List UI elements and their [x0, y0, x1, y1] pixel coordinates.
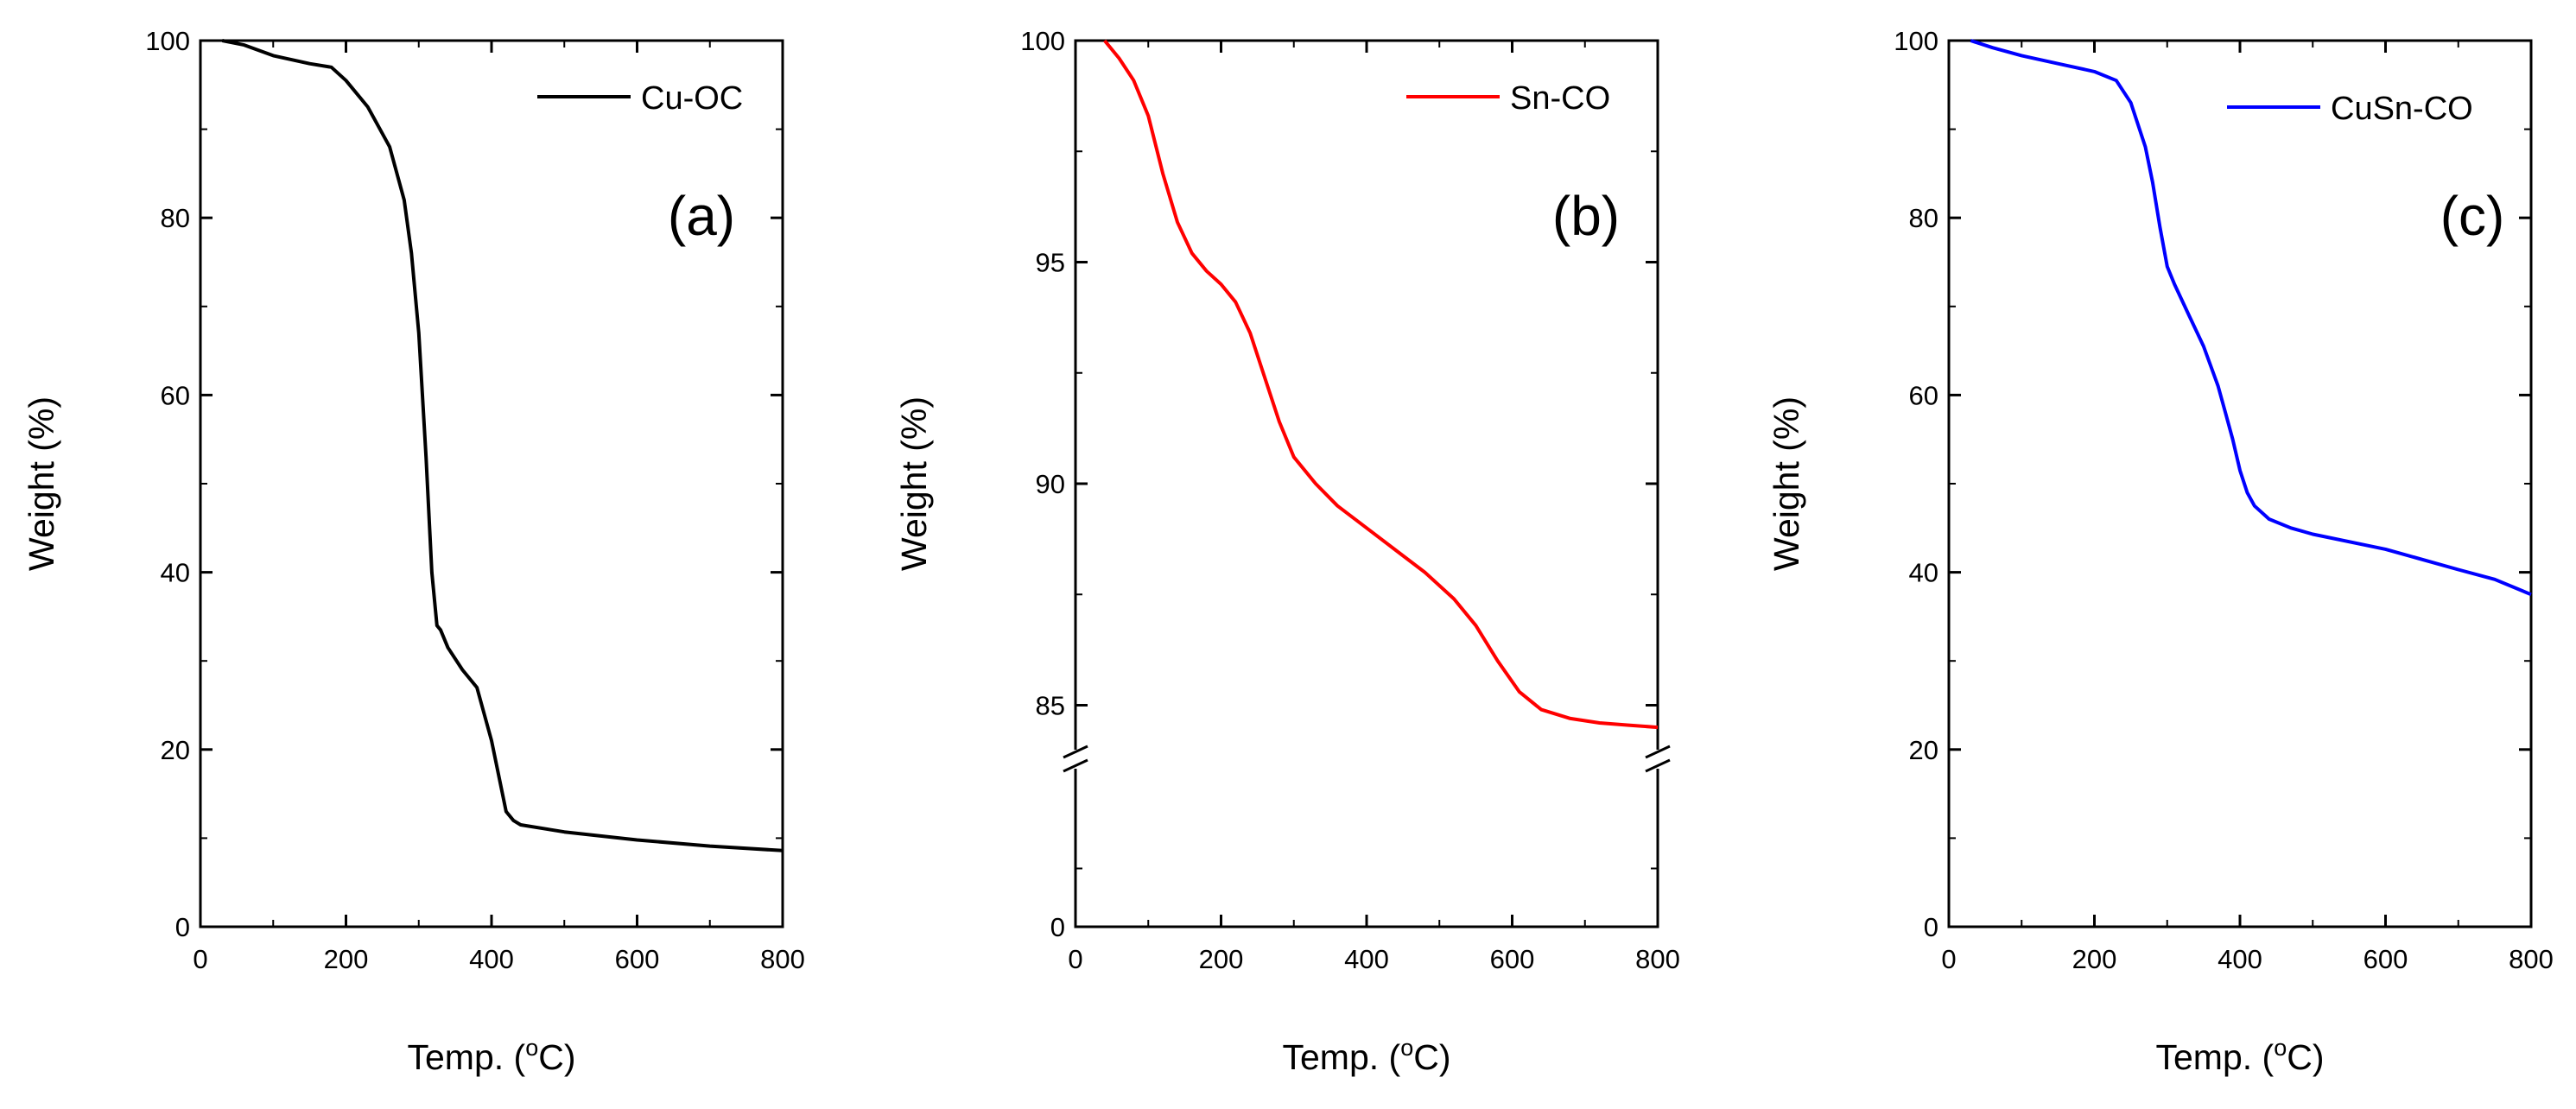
y-tick-labels: 0 20 40 60 80 100 — [145, 26, 190, 942]
panel-label: (c) — [2440, 185, 2505, 247]
legend-label: CuSn-CO — [2331, 91, 2473, 127]
x-tick-label: 0 — [1941, 944, 1956, 974]
axis-break-mark — [1063, 758, 1088, 773]
panel-label: (a) — [668, 185, 735, 247]
x-tick-label: 600 — [2363, 944, 2408, 974]
x-tick-label: 800 — [2509, 944, 2554, 974]
tick-marks — [199, 39, 784, 928]
x-tick-labels: 0 200 400 600 800 — [1068, 944, 1679, 974]
y-tick-label: 80 — [161, 203, 190, 233]
x-tick-label: 400 — [2218, 944, 2262, 974]
x-axis-title: Temp. (oC) — [1283, 1035, 1451, 1077]
tick-marks — [1074, 39, 1659, 928]
x-axis-title: Temp. (oC) — [408, 1035, 576, 1077]
x-tick-label: 600 — [615, 944, 660, 974]
y-tick-label: 40 — [161, 558, 190, 588]
y-tick-label: 0 — [1924, 912, 1938, 942]
y-tick-label: 80 — [1909, 203, 1938, 233]
series-line-cusn-co — [1970, 39, 2532, 597]
series-line-cu-oc — [221, 39, 784, 852]
plot-frame — [1947, 39, 2533, 928]
x-tick-label: 800 — [760, 944, 805, 974]
legend-label: Sn-CO — [1510, 80, 1610, 117]
x-tick-label: 0 — [193, 944, 207, 974]
x-tick-label: 200 — [2072, 944, 2117, 974]
x-tick-label: 600 — [1490, 944, 1535, 974]
legend-label: Cu-OC — [641, 80, 743, 117]
y-tick-label: 95 — [1036, 248, 1065, 278]
x-tick-label: 800 — [1635, 944, 1680, 974]
panel-b: 0 200 400 600 800 0 85 90 95 100 Temp. (oC) Weig… — [894, 26, 1680, 1077]
axis-break-right — [1645, 745, 1671, 773]
x-tick-label: 200 — [1199, 944, 1244, 974]
panel-c: 0 200 400 600 800 0 20 40 60 80 100 Temp. (oC) We… — [1767, 26, 2554, 1077]
y-tick-label: 60 — [1909, 380, 1938, 410]
y-tick-label: 85 — [1036, 691, 1065, 721]
axis-break-mark — [1645, 758, 1671, 773]
x-tick-label: 0 — [1068, 944, 1082, 974]
y-tick-label: 90 — [1036, 469, 1065, 499]
y-axis-title: Weight (%) — [1767, 396, 1806, 571]
y-tick-label: 0 — [175, 912, 190, 942]
axis-break-mark — [1063, 745, 1088, 759]
y-tick-label: 0 — [1050, 912, 1065, 942]
x-axis-title: Temp. (oC) — [2156, 1035, 2325, 1077]
y-axis-title: Weight (%) — [894, 396, 934, 571]
axis-break-left — [1063, 745, 1088, 773]
y-tick-label: 100 — [1894, 26, 1938, 56]
axis-break-mark — [1645, 745, 1671, 759]
panel-label: (b) — [1552, 185, 1620, 247]
y-tick-labels: 0 85 90 95 100 — [1020, 26, 1065, 942]
y-tick-label: 60 — [161, 380, 190, 410]
y-tick-label: 20 — [1909, 735, 1938, 765]
y-tick-label: 20 — [161, 735, 190, 765]
x-tick-label: 200 — [324, 944, 369, 974]
y-tick-label: 100 — [1020, 26, 1065, 56]
y-tick-label: 40 — [1909, 558, 1938, 588]
panel-a: 0 200 400 600 800 0 20 40 60 80 100 Temp. (oC) We… — [22, 26, 805, 1077]
y-tick-labels: 0 20 40 60 80 100 — [1894, 26, 1938, 942]
x-tick-labels: 0 200 400 600 800 — [1941, 944, 2553, 974]
plot-frame — [199, 39, 784, 928]
x-tick-labels: 0 200 400 600 800 — [193, 944, 804, 974]
x-tick-label: 400 — [1344, 944, 1389, 974]
tick-marks — [1947, 39, 2533, 928]
y-tick-label: 100 — [145, 26, 190, 56]
x-tick-label: 400 — [469, 944, 514, 974]
y-axis-title: Weight (%) — [22, 396, 61, 571]
series-line-sn-co — [1103, 39, 1659, 730]
